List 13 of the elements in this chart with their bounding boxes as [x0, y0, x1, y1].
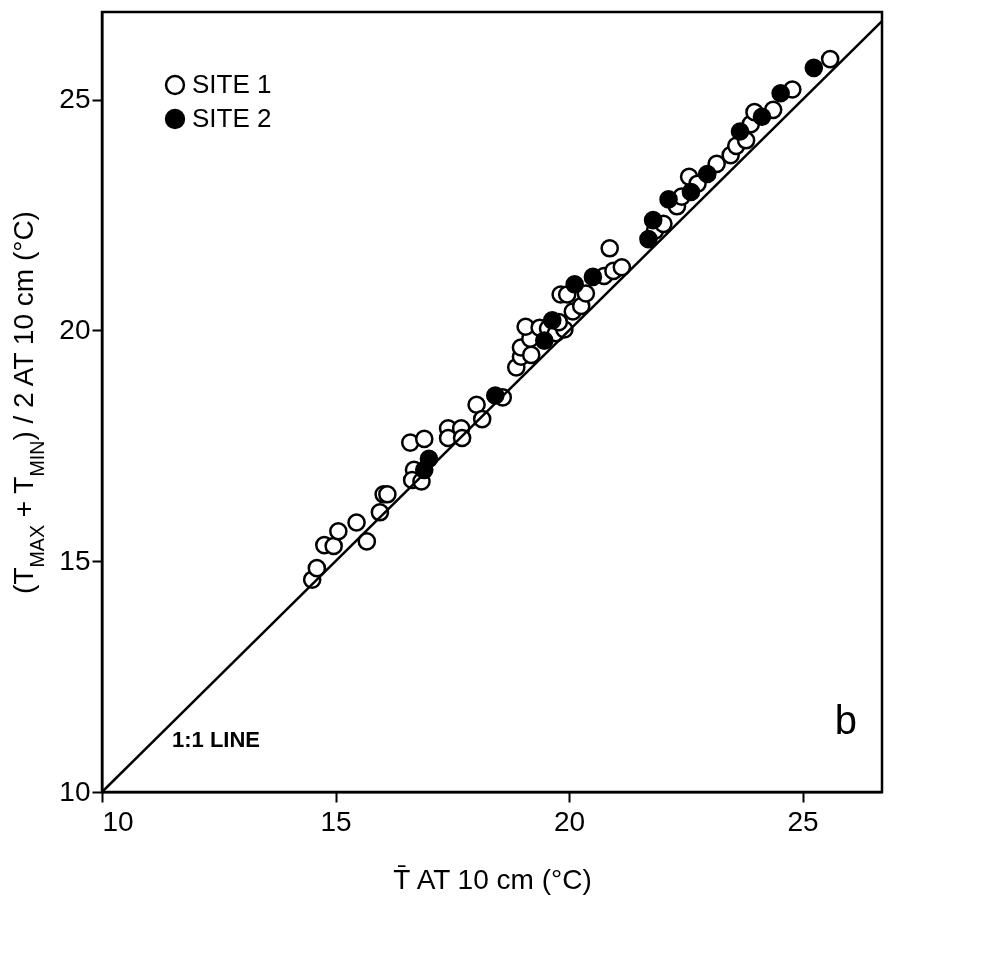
x-tick-label: 10	[102, 805, 134, 837]
legend-label: SITE 2	[192, 103, 272, 133]
y-tick-label: 20	[59, 313, 91, 345]
x-tick-label: 25	[787, 805, 819, 837]
y-tick-label: 10	[59, 775, 91, 807]
y-tick-label: 25	[59, 83, 91, 115]
annotation: b	[834, 698, 857, 742]
x-axis-title: T̄ AT 10 cm (°C)	[393, 863, 592, 895]
legend-label: SITE 1	[192, 69, 272, 99]
x-tick-label: 15	[320, 805, 352, 837]
x-tick-label: 20	[553, 805, 586, 837]
series-label: 1:1 LINE	[172, 727, 261, 752]
y-tick-label: 15	[59, 544, 91, 576]
